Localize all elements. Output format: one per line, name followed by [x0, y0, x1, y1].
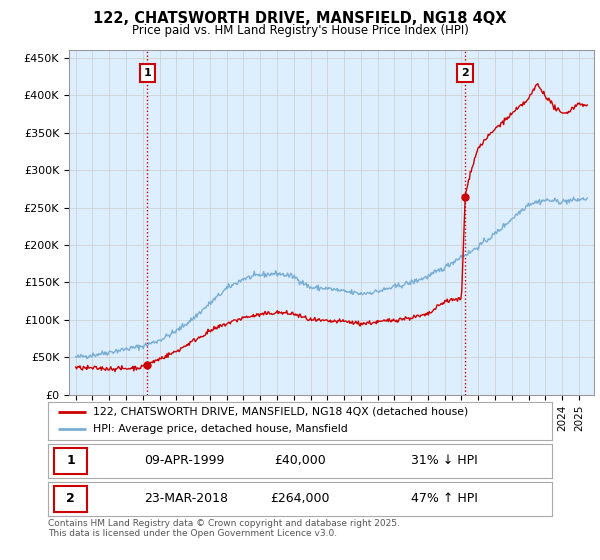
Text: 1: 1 [67, 454, 75, 468]
Text: 122, CHATSWORTH DRIVE, MANSFIELD, NG18 4QX: 122, CHATSWORTH DRIVE, MANSFIELD, NG18 4… [93, 11, 507, 26]
Text: 122, CHATSWORTH DRIVE, MANSFIELD, NG18 4QX (detached house): 122, CHATSWORTH DRIVE, MANSFIELD, NG18 4… [94, 407, 469, 417]
Text: £40,000: £40,000 [274, 454, 326, 468]
Text: 23-MAR-2018: 23-MAR-2018 [144, 492, 228, 506]
Text: 09-APR-1999: 09-APR-1999 [144, 454, 224, 468]
FancyBboxPatch shape [54, 448, 87, 474]
Text: £264,000: £264,000 [270, 492, 330, 506]
Text: 2: 2 [67, 492, 75, 506]
FancyBboxPatch shape [54, 486, 87, 512]
Text: Contains HM Land Registry data © Crown copyright and database right 2025.
This d: Contains HM Land Registry data © Crown c… [48, 519, 400, 538]
Text: Price paid vs. HM Land Registry's House Price Index (HPI): Price paid vs. HM Land Registry's House … [131, 24, 469, 36]
Text: 47% ↑ HPI: 47% ↑ HPI [411, 492, 478, 506]
Text: 31% ↓ HPI: 31% ↓ HPI [411, 454, 478, 468]
Text: HPI: Average price, detached house, Mansfield: HPI: Average price, detached house, Mans… [94, 424, 348, 435]
Text: 1: 1 [143, 68, 151, 78]
Text: 2: 2 [461, 68, 469, 78]
